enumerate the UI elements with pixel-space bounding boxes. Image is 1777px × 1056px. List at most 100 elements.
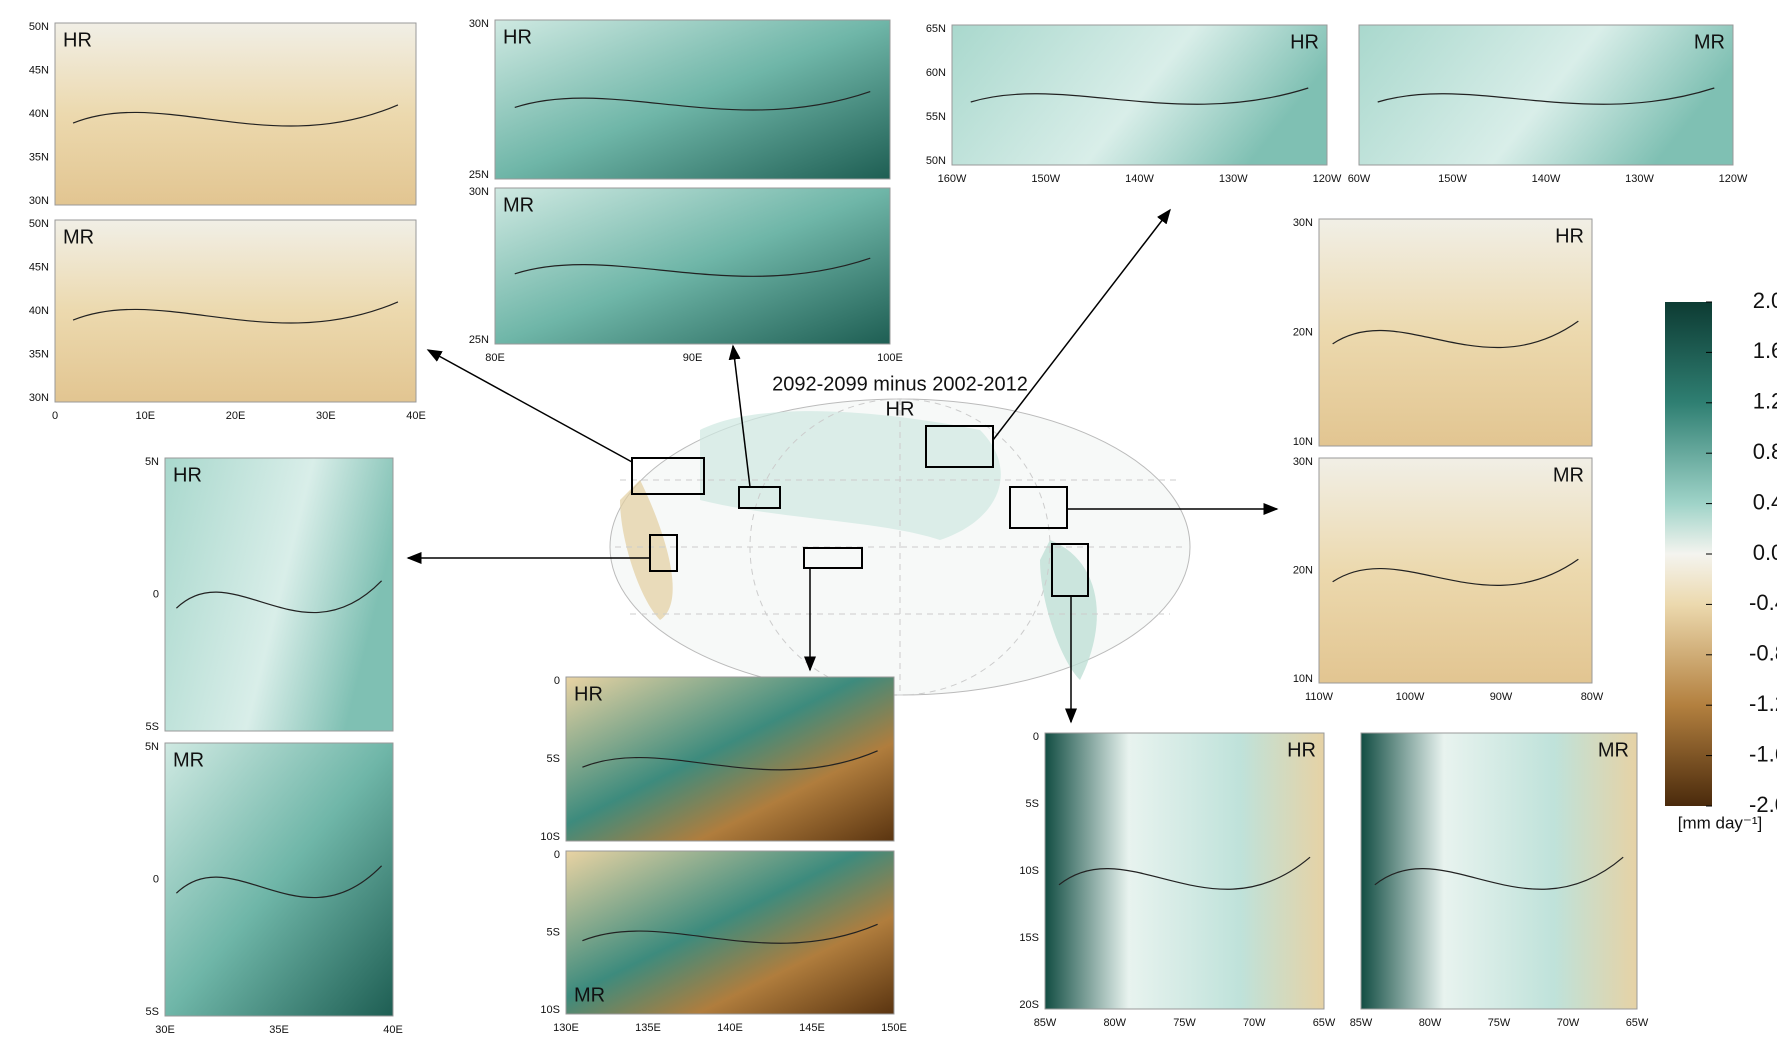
y-tick-label: 45N [29, 261, 49, 273]
y-tick-label: 65N [926, 23, 946, 35]
colorbar-tick-label: 1.2 [1753, 389, 1777, 414]
x-tick-label: 80W [1419, 1017, 1442, 1029]
y-tick-label: 5S [1026, 798, 1039, 810]
y-tick-label: 35N [29, 151, 49, 163]
colorbar-tick-label: 0.8 [1753, 439, 1777, 464]
x-tick-label: 150E [881, 1022, 907, 1034]
map-label: HR [1287, 739, 1316, 761]
world-map [609, 398, 1191, 696]
coastline [582, 750, 878, 771]
x-tick-label: 130E [553, 1022, 579, 1034]
map-label: HR [1290, 31, 1319, 53]
map-label: HR [503, 26, 532, 48]
x-tick-label: 140E [717, 1022, 743, 1034]
y-tick-label: 5S [146, 721, 159, 733]
x-tick-label: 70W [1243, 1017, 1266, 1029]
y-tick-label: 0 [153, 873, 159, 885]
x-tick-label: 65W [1626, 1017, 1649, 1029]
coastline [175, 865, 383, 899]
x-tick-label: 120W [1719, 173, 1748, 185]
y-tick-label: 35N [29, 348, 49, 360]
x-tick-label: 110W [1305, 691, 1334, 703]
x-tick-label: 0 [52, 410, 58, 422]
y-tick-label: 50N [926, 155, 946, 167]
colorbar-tick-label: -1.6 [1749, 741, 1777, 766]
colorbar-unit: [mm day⁻¹] [1678, 813, 1763, 832]
map [1044, 732, 1325, 1010]
x-tick-label: 130W [1625, 173, 1654, 185]
x-tick-label: 90E [683, 352, 703, 364]
x-tick-label: 85W [1350, 1017, 1373, 1029]
map [1318, 218, 1593, 447]
x-tick-label: 80E [485, 352, 505, 364]
colorbar-tick-label: 0.0 [1753, 540, 1777, 565]
map [54, 219, 417, 403]
coastline [1374, 856, 1624, 890]
x-tick-label: 40E [383, 1024, 403, 1036]
y-tick-label: 5S [547, 753, 560, 765]
x-tick-label: 10E [135, 410, 155, 422]
y-tick-label: 30N [29, 195, 49, 207]
colorbar-tick-label: 1.6 [1753, 338, 1777, 363]
x-tick-label: 150W [1031, 173, 1060, 185]
coastline [514, 90, 871, 111]
y-tick-label: 5S [146, 1006, 159, 1018]
map-label: MR [574, 984, 605, 1006]
map [1318, 457, 1593, 684]
y-tick-label: 0 [554, 675, 560, 687]
y-tick-label: 0 [554, 849, 560, 861]
y-tick-label: 0 [1033, 731, 1039, 743]
x-tick-label: 100E [877, 352, 903, 364]
y-tick-label: 20N [1293, 564, 1313, 576]
arrows [406, 208, 1279, 724]
map [164, 742, 394, 1017]
x-tick-label: 145E [799, 1022, 825, 1034]
map [565, 850, 895, 1015]
map-label: HR [63, 29, 92, 51]
coastline [970, 87, 1309, 105]
x-tick-label: 30E [155, 1024, 175, 1036]
title: 2092-2099 minus 2002-2012 [772, 373, 1028, 395]
coastline [72, 104, 399, 127]
x-tick-label: 30E [316, 410, 336, 422]
y-tick-label: 5N [145, 741, 159, 753]
coastline [514, 257, 871, 277]
y-tick-label: 10S [1019, 865, 1039, 877]
map-label: HR [173, 464, 202, 486]
x-tick-label: 85W [1034, 1017, 1057, 1029]
x-tick-label: 65W [1313, 1017, 1336, 1029]
x-tick-label: 20E [226, 410, 246, 422]
x-tick-label: 60W [1348, 173, 1371, 185]
map-label: MR [1694, 31, 1725, 53]
global-map-label: HR [886, 398, 915, 420]
y-tick-label: 15S [1019, 932, 1039, 944]
y-tick-label: 40N [29, 305, 49, 317]
x-tick-label: 120W [1313, 173, 1342, 185]
y-tick-label: 10N [1293, 436, 1313, 448]
x-tick-label: 90W [1490, 691, 1513, 703]
x-tick-label: 35E [269, 1024, 289, 1036]
colorbar-tick-label: 0.4 [1753, 489, 1777, 514]
coastline [175, 580, 383, 614]
y-tick-label: 5S [547, 926, 560, 938]
y-tick-label: 50N [29, 21, 49, 33]
y-tick-label: 20S [1019, 999, 1039, 1011]
map-label: HR [1555, 225, 1584, 247]
y-tick-label: 30N [469, 186, 489, 198]
x-tick-label: 75W [1488, 1017, 1511, 1029]
colorbar-tick-label: -0.4 [1749, 590, 1777, 615]
coastline [1058, 856, 1311, 890]
x-tick-label: 130W [1219, 173, 1248, 185]
y-tick-label: 20N [1293, 326, 1313, 338]
y-tick-label: 5N [145, 456, 159, 468]
y-tick-label: 10S [540, 831, 560, 843]
map [565, 676, 895, 842]
colorbar-tick-label: -0.8 [1749, 641, 1777, 666]
map-label: MR [1598, 739, 1629, 761]
x-tick-label: 80W [1103, 1017, 1126, 1029]
x-tick-label: 70W [1557, 1017, 1580, 1029]
x-tick-label: 135E [635, 1022, 661, 1034]
y-tick-label: 30N [1293, 456, 1313, 468]
